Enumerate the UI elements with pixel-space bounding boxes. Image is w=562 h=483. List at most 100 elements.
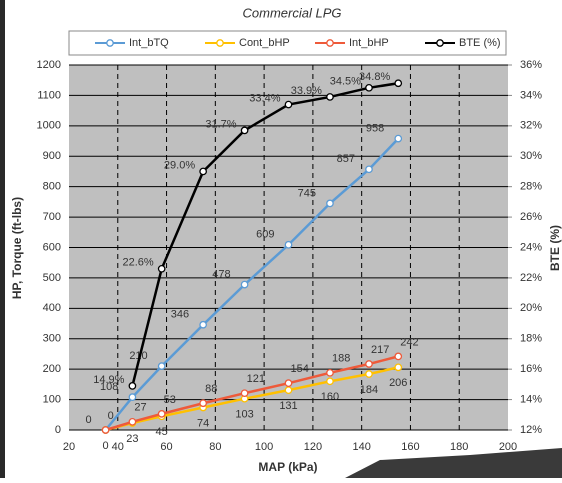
data-label: 29.0% bbox=[164, 159, 195, 171]
data-label: 22.6% bbox=[122, 257, 153, 269]
data-label: 34.8% bbox=[359, 71, 390, 83]
y2-tick-label: 20% bbox=[520, 302, 542, 314]
data-point bbox=[241, 127, 247, 133]
y2-tick-label: 24% bbox=[520, 241, 542, 253]
x-tick-label: 40 bbox=[112, 441, 124, 453]
data-point bbox=[200, 322, 206, 328]
data-point bbox=[102, 427, 108, 433]
legend-label: Int_bHP bbox=[349, 37, 389, 49]
data-point bbox=[366, 361, 372, 367]
data-point bbox=[158, 411, 164, 417]
data-label: 478 bbox=[212, 269, 230, 281]
data-point bbox=[285, 387, 291, 393]
data-point bbox=[129, 383, 135, 389]
y-tick-label: 600 bbox=[43, 241, 61, 253]
y2-tick-label: 14% bbox=[520, 393, 542, 405]
data-label: 154 bbox=[291, 363, 309, 375]
y-tick-label: 1200 bbox=[37, 59, 61, 71]
data-point bbox=[395, 364, 401, 370]
data-label: 0 bbox=[103, 440, 109, 452]
data-label: 33.4% bbox=[249, 92, 280, 104]
data-point bbox=[158, 266, 164, 272]
y-tick-label: 100 bbox=[43, 393, 61, 405]
data-label: 45 bbox=[156, 426, 168, 438]
y2-tick-label: 28% bbox=[520, 181, 542, 193]
data-label: 242 bbox=[400, 336, 418, 348]
data-label: 609 bbox=[256, 229, 274, 241]
y2-tick-label: 32% bbox=[520, 120, 542, 132]
data-label: 958 bbox=[366, 123, 384, 135]
legend-marker bbox=[217, 40, 223, 46]
data-point bbox=[241, 281, 247, 287]
data-label: 88 bbox=[205, 383, 217, 395]
data-point bbox=[129, 394, 135, 400]
data-label: 121 bbox=[247, 373, 265, 385]
data-point bbox=[327, 200, 333, 206]
data-label: 0 bbox=[85, 414, 91, 426]
x-tick-label: 140 bbox=[352, 441, 370, 453]
data-label: 74 bbox=[197, 417, 209, 429]
chart-title: Commercial LPG bbox=[243, 5, 342, 20]
legend-marker bbox=[107, 40, 113, 46]
data-point bbox=[395, 353, 401, 359]
data-label: 857 bbox=[337, 153, 355, 165]
data-point bbox=[241, 390, 247, 396]
legend-label: BTE (%) bbox=[459, 37, 501, 49]
data-point bbox=[366, 85, 372, 91]
data-label: 103 bbox=[235, 409, 253, 421]
data-point bbox=[129, 419, 135, 425]
y2-tick-label: 18% bbox=[520, 333, 542, 345]
y2-tick-label: 26% bbox=[520, 211, 542, 223]
data-point bbox=[158, 363, 164, 369]
data-point bbox=[366, 166, 372, 172]
x-tick-label: 180 bbox=[450, 441, 468, 453]
x-tick-label: 60 bbox=[160, 441, 172, 453]
data-point bbox=[395, 135, 401, 141]
y2-axis-title: BTE (%) bbox=[548, 225, 562, 271]
x-tick-label: 100 bbox=[255, 441, 273, 453]
x-tick-label: 200 bbox=[499, 441, 517, 453]
data-label: 160 bbox=[321, 391, 339, 403]
data-point bbox=[327, 378, 333, 384]
edge-strip bbox=[0, 0, 5, 478]
y2-tick-label: 30% bbox=[520, 150, 542, 162]
data-point bbox=[200, 400, 206, 406]
x-tick-label: 160 bbox=[401, 441, 419, 453]
legend-marker bbox=[327, 40, 333, 46]
y-tick-label: 500 bbox=[43, 272, 61, 284]
y-tick-label: 1000 bbox=[37, 120, 61, 132]
legend-marker bbox=[437, 40, 443, 46]
x-tick-label: 80 bbox=[209, 441, 221, 453]
data-label: 23 bbox=[126, 433, 138, 445]
y-axis-title: HP, Torque (ft-lbs) bbox=[10, 197, 24, 299]
y-tick-label: 400 bbox=[43, 302, 61, 314]
data-label: 33.9% bbox=[291, 85, 322, 97]
y-tick-label: 200 bbox=[43, 363, 61, 375]
y-tick-label: 800 bbox=[43, 181, 61, 193]
data-label: 188 bbox=[332, 353, 350, 365]
x-tick-label: 20 bbox=[63, 441, 75, 453]
data-point bbox=[285, 242, 291, 248]
data-label: 206 bbox=[389, 377, 407, 389]
y2-tick-label: 36% bbox=[520, 59, 542, 71]
data-label: 34.5% bbox=[330, 76, 361, 88]
x-tick-label: 120 bbox=[304, 441, 322, 453]
y2-tick-label: 22% bbox=[520, 272, 542, 284]
data-label: 217 bbox=[371, 344, 389, 356]
data-point bbox=[200, 168, 206, 174]
x-axis-title: MAP (kPa) bbox=[258, 460, 317, 474]
legend-label: Int_bTQ bbox=[129, 37, 169, 49]
y2-tick-label: 16% bbox=[520, 363, 542, 375]
legend-label: Cont_bHP bbox=[239, 37, 290, 49]
data-label: 131 bbox=[279, 400, 297, 412]
data-label: 53 bbox=[164, 394, 176, 406]
data-label: 745 bbox=[298, 187, 316, 199]
data-point bbox=[395, 80, 401, 86]
y2-tick-label: 34% bbox=[520, 89, 542, 101]
data-label: 27 bbox=[134, 402, 146, 414]
data-label: 14.9% bbox=[93, 374, 124, 386]
data-point bbox=[327, 370, 333, 376]
data-label: 346 bbox=[171, 309, 189, 321]
y-tick-label: 1100 bbox=[37, 89, 61, 101]
chart: Commercial LPG MAP (kPa) HP, Torque (ft-… bbox=[0, 0, 562, 478]
